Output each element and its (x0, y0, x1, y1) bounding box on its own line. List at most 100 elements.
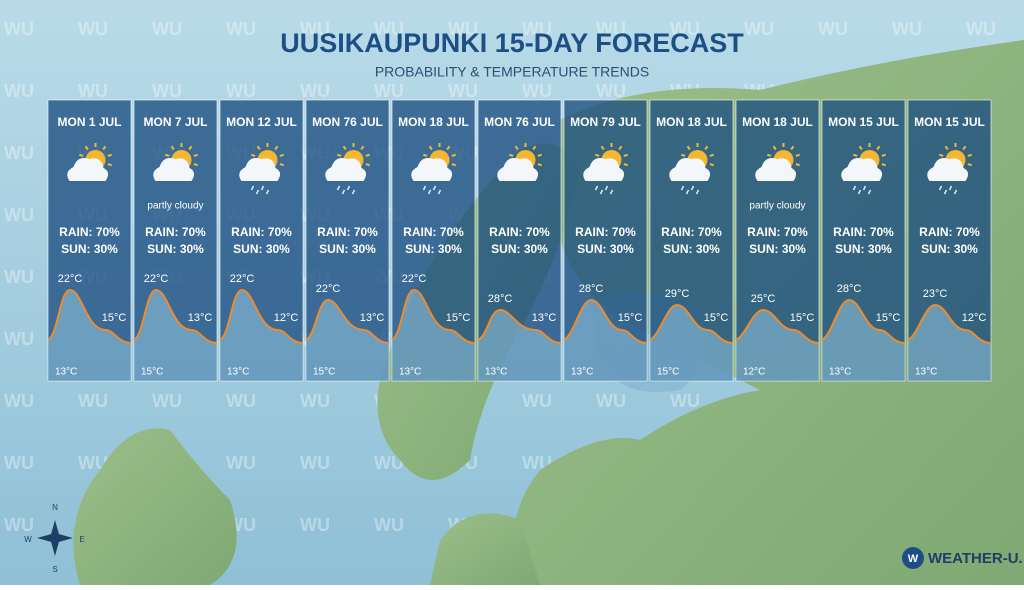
sun-ray (881, 153, 886, 157)
rain-drop (260, 185, 265, 191)
temp-low: 13°C (55, 367, 77, 378)
rain-prob: RAIN: 70% (661, 225, 722, 239)
temp-high: 29°C (665, 288, 690, 300)
sun-ray (962, 145, 967, 151)
weather-icon (239, 143, 284, 195)
watermark: WU (226, 81, 256, 101)
rain-drop (857, 189, 862, 195)
sun-ray (876, 145, 881, 151)
weather-icon (927, 143, 972, 195)
sun-ray (939, 153, 944, 157)
sun-ray (767, 153, 772, 157)
panel-date: MON 12 JUL (226, 115, 297, 129)
sun-ray (84, 145, 89, 151)
weather-icon (497, 143, 542, 181)
sun-ray (360, 145, 365, 151)
temp-low: 15°C (141, 367, 163, 378)
temp-late: 15°C (790, 312, 815, 324)
day-panel: MON 79 JUL RAIN: 70% SUN: 30% 28°C 15°C 13°C (563, 99, 648, 382)
sun-ray (532, 145, 537, 151)
panel-date: MON 1 JUL (57, 115, 121, 129)
cloud (239, 158, 281, 181)
temp-high: 28°C (488, 293, 513, 305)
day-panel: MON 15 JUL RAIN: 70% SUN: 30% 28°C 15°C 13°C (821, 99, 906, 382)
watermark: WU (522, 81, 552, 101)
temp-late: 15°C (704, 312, 729, 324)
watermark: WU (374, 515, 404, 535)
trend-line (821, 298, 906, 344)
watermark: WU (4, 391, 34, 411)
sun-ray (165, 153, 170, 157)
rain-drop (341, 189, 346, 195)
rain-drop (594, 185, 599, 191)
sun-ray (337, 153, 342, 157)
temp-high: 28°C (579, 283, 604, 295)
temp-late: 13°C (360, 312, 385, 324)
cloud (153, 158, 195, 181)
cloud (841, 158, 883, 181)
rain-drop (336, 185, 341, 191)
weather-icon (67, 143, 112, 181)
watermark: WU (78, 19, 108, 39)
sun-ray (342, 145, 347, 151)
rain-drop (609, 189, 614, 195)
weather-icon (841, 143, 886, 195)
temp-high: 28°C (837, 283, 862, 295)
rain-drop (432, 185, 437, 191)
watermark: WU (78, 391, 108, 411)
panel-date: MON 76 JUL (484, 115, 555, 129)
day-panel: MON 12 JUL RAIN: 70% SUN: 30% 22°C 12°C 13°C (219, 99, 304, 382)
panel-date: MON 15 JUL (828, 115, 899, 129)
temp-low: 15°C (657, 367, 679, 378)
watermark: WU (522, 19, 552, 39)
temp-high: 23°C (923, 288, 948, 300)
sun-prob: SUN: 30% (835, 242, 892, 256)
trend-area (650, 305, 733, 381)
sun-ray (256, 145, 261, 151)
watermark: WU (744, 19, 774, 39)
watermark: WU (4, 143, 34, 163)
sun-ray (853, 153, 858, 157)
sun-ray (514, 145, 519, 151)
day-panel: MON 7 JUL partly cloudy RAIN: 70% SUN: 30% 2… (133, 99, 218, 382)
sun-ray (623, 163, 628, 167)
temp-late: 15°C (446, 312, 471, 324)
temp-high: 22°C (402, 273, 427, 285)
weather-icon (755, 143, 800, 181)
sun-ray (279, 163, 284, 167)
watermark: WU (226, 19, 256, 39)
sun-ray (170, 145, 175, 151)
watermark: WU (818, 19, 848, 39)
sun-ray (193, 153, 198, 157)
watermark: WU (596, 391, 626, 411)
sun-ray (537, 163, 542, 167)
sun-ray (509, 153, 514, 157)
rain-prob: RAIN: 70% (833, 225, 894, 239)
sun-ray (365, 153, 370, 157)
weather-icon (669, 143, 714, 195)
rain-prob: RAIN: 70% (747, 225, 808, 239)
trend-line (305, 298, 390, 344)
watermark: WU (374, 453, 404, 473)
cloud (325, 158, 367, 181)
sun-ray (451, 153, 456, 157)
title: UUSIKAUPUNKI 15-DAY FORECAST (280, 28, 744, 58)
rain-prob: RAIN: 70% (403, 225, 464, 239)
sun-ray (446, 145, 451, 151)
sun-prob: SUN: 30% (663, 242, 720, 256)
rain-drop (938, 185, 943, 191)
cloud (583, 158, 625, 181)
sun-ray (709, 153, 714, 157)
sun-ray (451, 163, 456, 167)
temp-low: 12°C (743, 367, 765, 378)
temp-late: 13°C (188, 312, 213, 324)
condition: partly cloudy (147, 201, 203, 212)
watermark: WU (78, 81, 108, 101)
watermark: WU (4, 329, 34, 349)
sun-ray (623, 153, 628, 157)
compass-s: S (52, 565, 57, 574)
day-panel: MON 18 JUL partly cloudy RAIN: 70% SUN: 30%… (735, 99, 820, 382)
sun-ray (618, 145, 623, 151)
rain-drop (953, 189, 958, 195)
